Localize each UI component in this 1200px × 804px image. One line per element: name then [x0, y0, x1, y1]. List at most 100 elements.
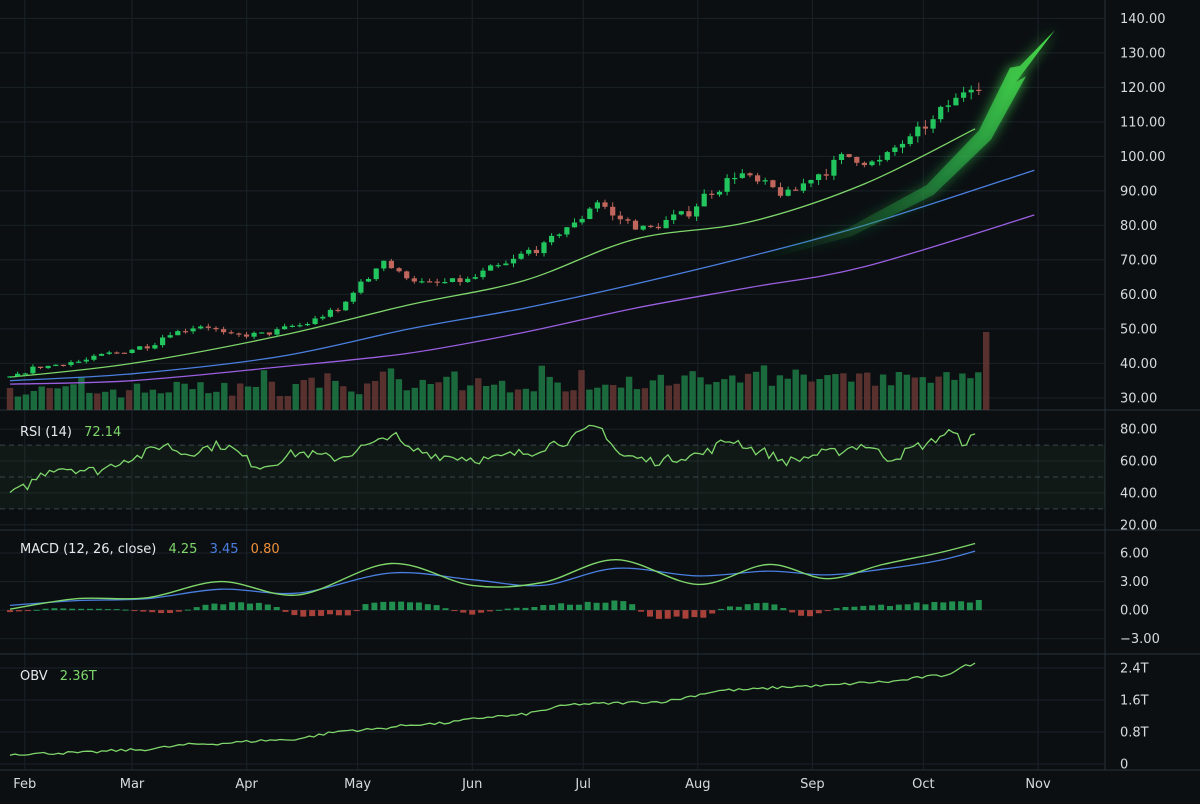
candle-body: [343, 301, 349, 311]
volume-bar: [617, 387, 625, 410]
candle-body: [121, 352, 127, 354]
obv-pane: 2.4T 1.6T 0.8T 0 OBV 2.36T: [9, 662, 1149, 773]
volume-bar: [252, 387, 260, 410]
candle-body: [808, 180, 814, 184]
volume-bar: [840, 373, 847, 410]
volume-bar: [681, 375, 688, 410]
candle-body: [884, 152, 890, 160]
candle-body: [716, 191, 723, 195]
volume-bar: [189, 389, 196, 410]
macd-histogram-bar: [815, 610, 822, 614]
axis-tick-label: 80.00: [1120, 423, 1157, 438]
macd-pane: 6.00 3.00 0.00 −3.00 MACD (12, 26, close) 4…: [7, 542, 1160, 647]
trend-arrow: [759, 30, 1055, 261]
candle-body: [594, 202, 600, 209]
macd-histogram-bar: [344, 610, 351, 616]
macd-histogram-bar: [131, 610, 138, 612]
volume-bar: [443, 376, 450, 410]
candle-body: [892, 147, 898, 152]
macd-line: [9, 542, 976, 610]
volume-bar: [752, 371, 760, 410]
month-tick-label: Aug: [685, 777, 710, 792]
macd-histogram-bar: [202, 604, 209, 611]
candle-body: [709, 193, 715, 195]
volume-bar: [713, 382, 720, 410]
macd-histogram-bar: [824, 610, 831, 612]
candle-body: [465, 278, 471, 282]
macd-label: MACD (12, 26, close): [20, 542, 156, 557]
month-tick-label: Oct: [912, 777, 934, 792]
macd-histogram-bar: [175, 610, 182, 612]
volume-bar: [117, 397, 125, 410]
volume-bar: [657, 374, 664, 410]
candle-body: [404, 271, 410, 279]
volume-bar: [332, 380, 339, 410]
macd-histogram-bar: [211, 603, 218, 611]
macd-histogram-bar: [140, 610, 147, 612]
macd-histogram-bar: [798, 610, 805, 616]
volume-bar: [800, 374, 807, 410]
candle-body: [335, 309, 341, 312]
candle-body: [381, 260, 387, 269]
volume-bar: [911, 377, 918, 410]
macd-histogram-bar: [327, 610, 333, 615]
candle-body: [472, 277, 478, 279]
month-tick-label: Nov: [1025, 777, 1051, 792]
volume-bar: [348, 391, 355, 410]
candle-body: [854, 157, 860, 163]
candle-body: [930, 119, 936, 129]
volume-bar: [554, 382, 561, 410]
macd-histogram-bar: [353, 610, 360, 612]
rsi-levels: [0, 444, 1105, 510]
macd-histogram-bar: [69, 608, 76, 611]
macd-histogram-bar: [940, 602, 947, 611]
candle-body: [30, 366, 36, 374]
volume-bar: [784, 378, 791, 410]
macd-histogram-bar: [309, 610, 316, 617]
candle-body: [98, 353, 105, 356]
candle-body: [457, 278, 463, 282]
candle-body: [899, 143, 906, 148]
volume-bar: [86, 392, 93, 410]
macd-histogram-bar: [371, 602, 378, 611]
candle-body: [694, 206, 700, 217]
candle-body: [915, 126, 921, 137]
macd-histogram-bar: [531, 607, 538, 611]
volume-bar: [967, 378, 974, 410]
macd-histogram-bar: [282, 610, 289, 612]
volume-bar: [610, 385, 617, 410]
month-tick-label: Sep: [800, 777, 825, 792]
month-tick-label: Feb: [13, 777, 36, 792]
macd-histogram-bar: [593, 602, 600, 611]
volume-bar: [467, 385, 474, 410]
candle-body: [533, 249, 539, 254]
macd-histogram-bar: [958, 601, 965, 611]
axis-tick-label: 1.6T: [1120, 694, 1149, 709]
candle-body: [625, 219, 631, 221]
volume-bar: [522, 388, 530, 410]
volume-bar: [871, 385, 879, 410]
volume-bar: [919, 377, 926, 410]
volume-bar: [633, 389, 641, 410]
volume-bar: [165, 392, 172, 410]
candle-body: [396, 268, 402, 272]
pane-separators: [0, 0, 1200, 771]
macd-histogram-bar: [229, 602, 236, 611]
axis-tick-label: 50.00: [1120, 322, 1157, 337]
axis-tick-label: 100.00: [1120, 150, 1166, 165]
macd-histogram-bar: [380, 601, 387, 611]
candle-body: [678, 211, 684, 215]
volume-bar: [586, 389, 593, 410]
axis-tick-label: 80.00: [1120, 219, 1157, 234]
volume-bar: [54, 388, 61, 410]
candle-body: [91, 355, 97, 360]
macd-histogram-bar: [744, 604, 751, 611]
macd-histogram-bar: [522, 607, 529, 611]
volume-bar: [705, 384, 712, 410]
macd-histogram-bar: [424, 604, 431, 611]
volume-bar: [70, 384, 77, 410]
candle-body: [312, 318, 318, 324]
candle-body: [434, 281, 440, 283]
candle-body: [968, 89, 974, 93]
volume-bar: [427, 384, 434, 410]
